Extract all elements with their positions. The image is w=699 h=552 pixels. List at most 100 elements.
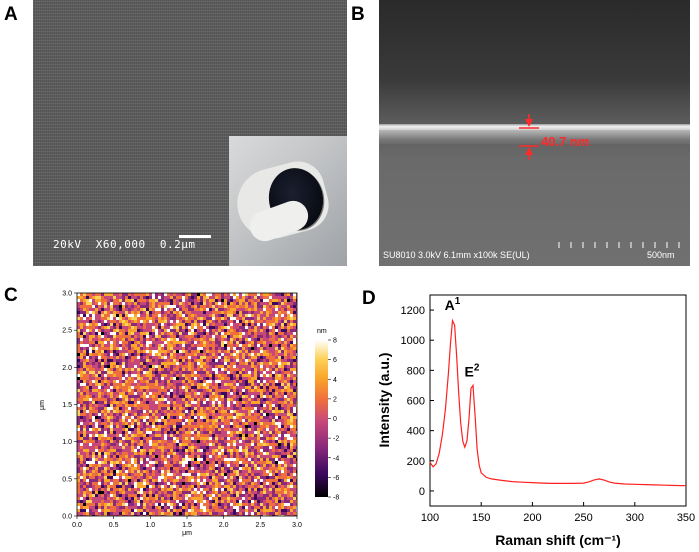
afm-pixel [176, 485, 179, 488]
afm-pixel [191, 347, 194, 350]
afm-pixel [146, 470, 149, 473]
afm-pixel [293, 332, 296, 335]
afm-pixel [116, 374, 119, 377]
afm-pixel [191, 458, 194, 461]
afm-pixel [293, 308, 296, 311]
afm-pixel [272, 479, 275, 482]
afm-pixel [86, 359, 89, 362]
afm-pixel [173, 449, 176, 452]
afm-pixel [131, 437, 134, 440]
afm-pixel [155, 491, 158, 494]
afm-pixel [176, 311, 179, 314]
afm-pixel [218, 380, 221, 383]
afm-pixel [170, 422, 173, 425]
afm-pixel [125, 443, 128, 446]
afm-pixel [128, 455, 131, 458]
afm-pixel [89, 452, 92, 455]
afm-pixel [248, 479, 251, 482]
afm-pixel [245, 416, 248, 419]
afm-pixel [140, 326, 143, 329]
afm-pixel [128, 377, 131, 380]
afm-pixel [98, 317, 101, 320]
afm-pixel [119, 428, 122, 431]
afm-pixel [104, 413, 107, 416]
afm-pixel [101, 491, 104, 494]
afm-pixel [257, 407, 260, 410]
afm-pixel [239, 416, 242, 419]
afm-pixel [185, 314, 188, 317]
afm-pixel [296, 440, 297, 443]
afm-pixel [236, 479, 239, 482]
afm-pixel [269, 479, 272, 482]
afm-pixel [149, 314, 152, 317]
afm-pixel [272, 296, 275, 299]
afm-pixel [167, 476, 170, 479]
afm-pixel [104, 347, 107, 350]
afm-pixel [104, 407, 107, 410]
afm-pixel [284, 476, 287, 479]
afm-pixel [77, 494, 80, 497]
afm-pixel [266, 398, 269, 401]
afm-pixel [182, 320, 185, 323]
afm-pixel [113, 323, 116, 326]
afm-pixel [155, 350, 158, 353]
afm-pixel [128, 440, 131, 443]
afm-pixel [182, 410, 185, 413]
afm-pixel [275, 428, 278, 431]
afm-pixel [296, 437, 297, 440]
afm-pixel [245, 350, 248, 353]
afm-pixel [188, 389, 191, 392]
afm-pixel [236, 404, 239, 407]
afm-pixel [77, 326, 80, 329]
afm-pixel [275, 368, 278, 371]
afm-pixel [227, 491, 230, 494]
afm-pixel [227, 416, 230, 419]
afm-pixel [275, 485, 278, 488]
afm-pixel [269, 422, 272, 425]
afm-pixel [266, 476, 269, 479]
afm-pixel [263, 422, 266, 425]
afm-pixel [221, 338, 224, 341]
afm-pixel [152, 335, 155, 338]
afm-pixel [290, 470, 293, 473]
afm-pixel [80, 392, 83, 395]
afm-pixel [167, 410, 170, 413]
afm-pixel [263, 443, 266, 446]
afm-pixel [221, 371, 224, 374]
afm-pixel [281, 296, 284, 299]
afm-pixel [257, 314, 260, 317]
afm-pixel [131, 296, 134, 299]
afm-pixel [92, 437, 95, 440]
afm-pixel [101, 476, 104, 479]
afm-pixel [272, 293, 275, 296]
afm-pixel [110, 368, 113, 371]
afm-pixel [89, 326, 92, 329]
afm-pixel [212, 443, 215, 446]
afm-pixel [215, 488, 218, 491]
afm-pixel [98, 482, 101, 485]
afm-pixel [86, 413, 89, 416]
afm-pixel [248, 428, 251, 431]
afm-pixel [281, 299, 284, 302]
afm-pixel [101, 464, 104, 467]
afm-pixel [200, 422, 203, 425]
afm-pixel [191, 434, 194, 437]
afm-pixel [149, 446, 152, 449]
afm-pixel [179, 392, 182, 395]
afm-pixel [137, 374, 140, 377]
afm-pixel [122, 323, 125, 326]
afm-pixel [215, 362, 218, 365]
afm-pixel [170, 488, 173, 491]
afm-pixel [233, 419, 236, 422]
afm-pixel [83, 443, 86, 446]
afm-pixel [191, 377, 194, 380]
afm-pixel [230, 341, 233, 344]
afm-pixel [200, 296, 203, 299]
afm-pixel [245, 431, 248, 434]
afm-pixel [293, 320, 296, 323]
afm-pixel [131, 473, 134, 476]
afm-pixel [116, 395, 119, 398]
afm-pixel [254, 299, 257, 302]
afm-pixel [113, 464, 116, 467]
afm-pixel [278, 299, 281, 302]
